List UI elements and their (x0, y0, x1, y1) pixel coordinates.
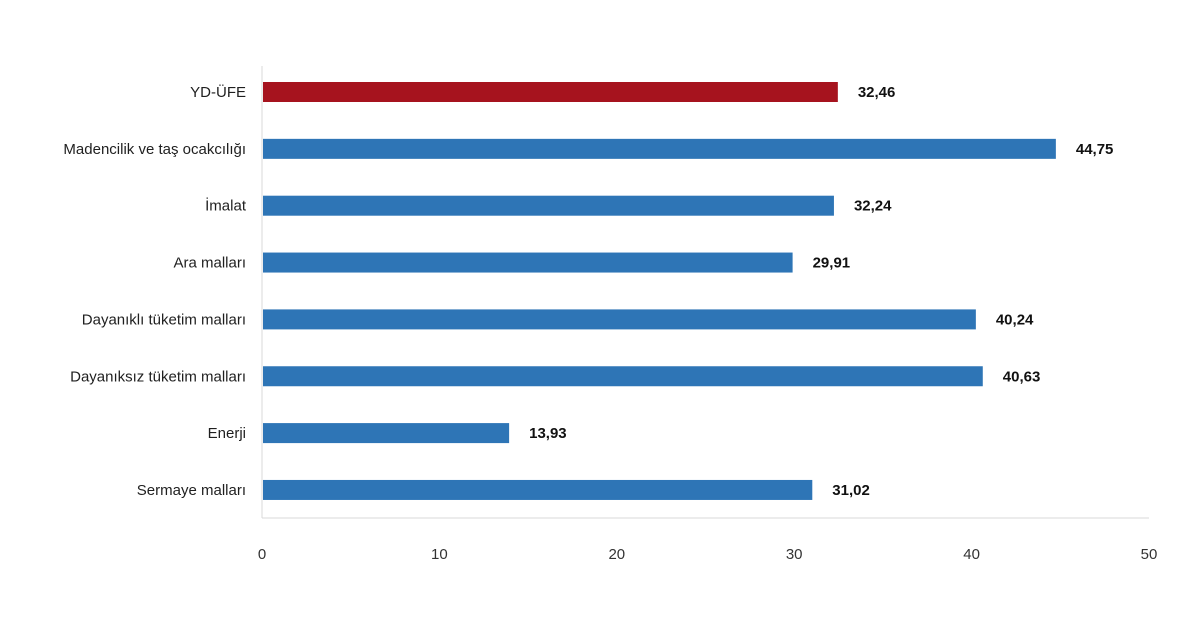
category-label-6: Enerji (208, 425, 246, 442)
bars-layer: YD-ÜFE 32,46 Madencilik ve taş ocakcılığı 4… (63, 82, 1113, 500)
bar-3 (263, 252, 793, 273)
bar-4 (263, 309, 976, 330)
value-label-2: 32,24 (854, 198, 892, 215)
bar-0 (263, 82, 838, 102)
category-label-0: YD-ÜFE (190, 83, 246, 101)
x-tick-label-1: 10 (431, 546, 448, 563)
value-label-4: 40,24 (996, 311, 1034, 328)
category-label-3: Ara malları (173, 255, 246, 272)
category-label-4: Dayanıklı tüketim malları (82, 311, 246, 328)
value-label-0: 32,46 (858, 84, 896, 101)
bar-5 (263, 366, 983, 387)
bar-7 (263, 479, 813, 500)
category-label-7: Sermaye malları (137, 482, 246, 499)
x-tick-label-4: 40 (963, 546, 980, 563)
bar-2 (263, 195, 834, 216)
bar-6 (263, 423, 510, 444)
bar-1 (263, 138, 1056, 159)
x-tick-label-2: 20 (608, 546, 625, 563)
value-label-6: 13,93 (529, 425, 567, 442)
value-label-1: 44,75 (1076, 141, 1114, 158)
value-label-3: 29,91 (813, 255, 851, 272)
category-label-1: Madencilik ve taş ocakcılığı (63, 141, 246, 158)
category-label-2: İmalat (205, 197, 247, 215)
x-tick-label-5: 50 (1141, 546, 1158, 563)
x-tick-label-3: 30 (786, 546, 803, 563)
x-tick-label-0: 0 (258, 546, 266, 563)
category-label-5: Dayanıksız tüketim malları (70, 368, 246, 385)
value-label-7: 31,02 (832, 482, 870, 499)
x-ticks-layer: 0 10 20 30 40 50 (258, 546, 1158, 563)
value-label-5: 40,63 (1003, 368, 1041, 385)
